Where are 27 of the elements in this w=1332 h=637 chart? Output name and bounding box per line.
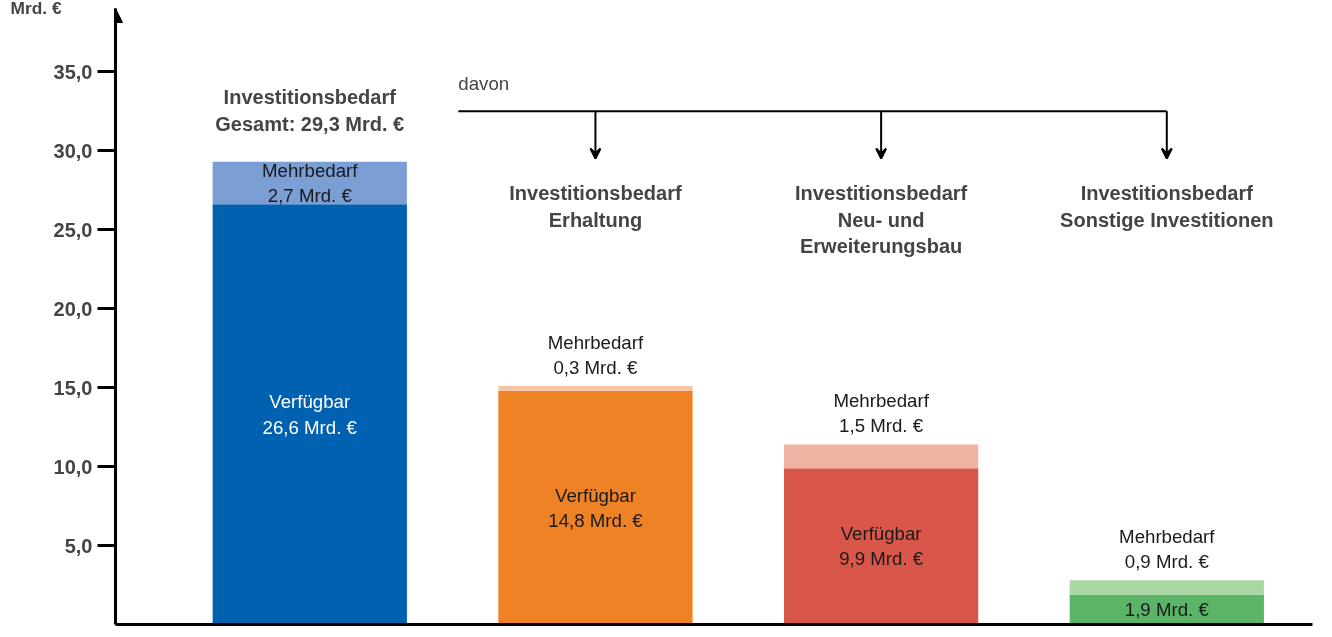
data-label: Verfügbar 9,9 Mrd. € <box>839 523 924 570</box>
data-label: Verfügbar 14,8 Mrd. € <box>548 484 644 531</box>
annotation: Investitionsbedarf Neu- und Erweiterungsbau <box>794 182 968 258</box>
data-label: Mehrbedarf 0,9 Mrd. € <box>1119 526 1216 573</box>
bar <box>783 444 979 469</box>
y-tick-label: 30,0 <box>53 139 93 162</box>
y-tick-label: 5,0 <box>64 534 93 557</box>
data-label: Mehrbedarf 2,7 Mrd. € <box>262 159 359 207</box>
y-tick-label: 20,0 <box>53 297 93 320</box>
y-axis-title: Mrd. € <box>10 0 62 18</box>
y-tick-label: 35,0 <box>53 60 93 83</box>
y-tick-label: 25,0 <box>53 218 93 241</box>
annotation: davon <box>458 72 510 94</box>
y-tick-label: 15,0 <box>53 376 93 399</box>
bar <box>1069 580 1264 595</box>
annotation: Investitionsbedarf Sonstige Investitionen <box>1060 182 1274 231</box>
data-label: Mehrbedarf 1,5 Mrd. € <box>833 390 930 437</box>
annotation: Investitionsbedarf Gesamt: 29,3 Mrd. € <box>215 86 405 135</box>
data-label: 1,9 Mrd. € <box>1124 598 1210 620</box>
annotation: Investitionsbedarf Erhaltung <box>509 182 682 231</box>
bar <box>212 204 407 625</box>
y-tick-label: 10,0 <box>53 455 93 478</box>
data-label: Mehrbedarf 0,3 Mrd. € <box>547 331 644 378</box>
bar <box>783 468 979 625</box>
data-label: Verfügbar 26,6 Mrd. € <box>262 391 358 438</box>
bar <box>498 390 693 625</box>
bar <box>498 386 693 391</box>
